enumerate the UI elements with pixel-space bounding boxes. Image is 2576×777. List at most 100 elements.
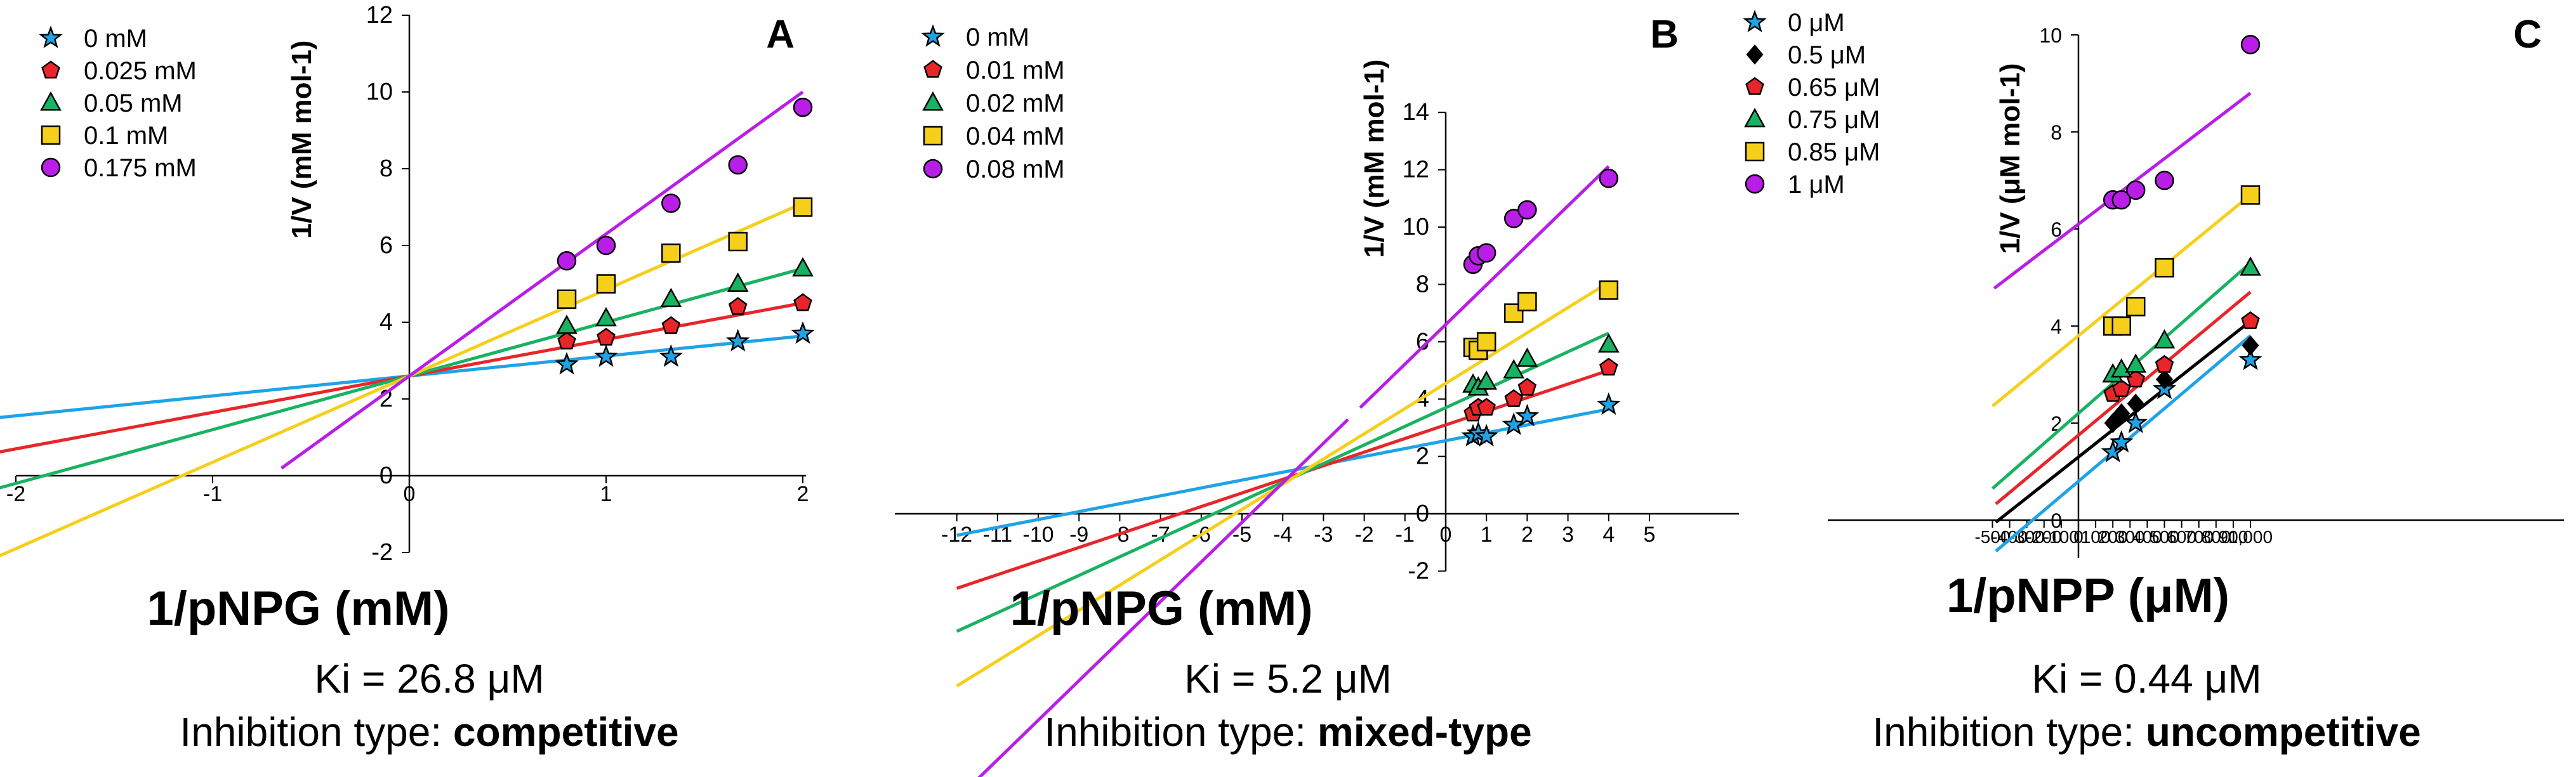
data-point-a-0 bbox=[594, 344, 618, 367]
x-tick-label: 0 bbox=[1440, 523, 1452, 547]
data-point-a-2 bbox=[792, 257, 814, 277]
y-tick-label: 4 bbox=[380, 309, 393, 336]
data-point-c-5 bbox=[2240, 35, 2261, 55]
panel-c-inhibition: Inhibition type: uncompetitive bbox=[1717, 705, 2576, 759]
x-tick-label: -200 bbox=[2026, 527, 2062, 547]
y-tick-label: 12 bbox=[1403, 157, 1429, 183]
x-tick-label: 5 bbox=[1644, 523, 1656, 547]
legend-marker-b-2 bbox=[922, 91, 944, 111]
legend-marker-c-0 bbox=[1743, 10, 1767, 32]
panel-label-b: B bbox=[1650, 13, 1679, 56]
data-point-c-0 bbox=[2238, 347, 2262, 370]
data-point-c-0 bbox=[2110, 429, 2134, 453]
data-point-a-1 bbox=[728, 297, 748, 315]
x-tick-label: -5 bbox=[1232, 523, 1252, 547]
panel-label-a: A bbox=[766, 13, 795, 56]
legend-label-a-0: 0 mM bbox=[84, 25, 147, 53]
data-point-b-4 bbox=[1599, 168, 1619, 188]
data-point-b-0 bbox=[1474, 424, 1498, 447]
y-tick-label: 8 bbox=[2051, 121, 2062, 144]
x-tick-label: -2 bbox=[1354, 523, 1373, 547]
y-tick-label: 10 bbox=[1403, 214, 1429, 240]
panel-b-inhibition-type: mixed-type bbox=[1317, 709, 1532, 755]
x-tick-label: 1 bbox=[1481, 523, 1493, 547]
legend-label-c-1: 0.5 μM bbox=[1788, 41, 1866, 69]
x-tick-label: 600 bbox=[2167, 527, 2196, 547]
legend-marker-a-4 bbox=[41, 157, 61, 178]
data-point-b-3 bbox=[1517, 292, 1537, 311]
data-point-c-1 bbox=[2127, 393, 2144, 414]
y-tick-label: 8 bbox=[1416, 271, 1429, 297]
data-point-a-1 bbox=[557, 331, 576, 349]
data-point-b-1 bbox=[1504, 389, 1523, 407]
x-tick-label: 200 bbox=[2098, 527, 2128, 547]
data-point-c-0 bbox=[2124, 410, 2148, 433]
x-axis-title-b: 1/pNPG (mM) bbox=[1010, 582, 1312, 636]
data-point-a-2 bbox=[727, 272, 749, 292]
panel-c-inhibition-type: uncompetitive bbox=[2145, 709, 2421, 755]
panel-c-ki: Ki = 0.44 μM bbox=[2031, 656, 2262, 702]
legend-marker-a-1 bbox=[41, 60, 60, 79]
panel-a-inhibition: Inhibition type: competitive bbox=[0, 705, 859, 759]
data-point-b-3 bbox=[1476, 332, 1496, 352]
data-point-b-1 bbox=[1599, 357, 1618, 376]
legend-label-b-3: 0.04 mM bbox=[966, 122, 1065, 150]
data-point-a-1 bbox=[597, 327, 616, 346]
fit-line-a-4 bbox=[281, 90, 804, 470]
panel-a-ki: Ki = 26.8 μM bbox=[314, 656, 545, 702]
fit-line-c-2 bbox=[1995, 291, 2252, 506]
y-tick-label: 2 bbox=[1416, 443, 1429, 470]
data-point-a-3 bbox=[661, 243, 681, 263]
data-point-a-3 bbox=[728, 232, 748, 252]
y-tick-label: -2 bbox=[1408, 558, 1429, 584]
data-point-b-2 bbox=[1476, 370, 1498, 390]
legend-marker-c-5 bbox=[1745, 174, 1765, 194]
legend-label-c-3: 0.75 μM bbox=[1788, 106, 1880, 134]
x-tick-label: 100 bbox=[2081, 527, 2111, 547]
data-point-a-1 bbox=[793, 293, 812, 311]
y-tick-label: 10 bbox=[2039, 24, 2062, 47]
data-point-b-2 bbox=[1503, 359, 1525, 379]
fit-line-a-3 bbox=[0, 202, 804, 558]
data-point-b-0 bbox=[1597, 392, 1621, 415]
legend-label-c-4: 0.85 μM bbox=[1788, 138, 1880, 166]
data-point-a-4 bbox=[728, 155, 748, 175]
data-point-c-4 bbox=[2111, 316, 2131, 336]
data-point-a-1 bbox=[661, 316, 681, 334]
data-point-a-4 bbox=[661, 193, 681, 213]
x-tick-label: 2 bbox=[797, 482, 809, 506]
x-tick-label: -1 bbox=[203, 482, 222, 506]
fit-line-b-0 bbox=[956, 407, 1609, 537]
legend-label-b-1: 0.01 mM bbox=[966, 56, 1065, 84]
legend-marker-a-3 bbox=[41, 125, 61, 145]
data-point-b-4 bbox=[1476, 243, 1496, 263]
data-point-a-4 bbox=[557, 251, 577, 271]
legend-label-c-5: 1 μM bbox=[1788, 171, 1845, 199]
data-point-c-4 bbox=[2125, 297, 2146, 317]
x-tick-label: 800 bbox=[2201, 527, 2231, 547]
data-point-c-1 bbox=[2104, 413, 2122, 433]
data-point-b-1 bbox=[1477, 398, 1496, 416]
data-point-a-2 bbox=[595, 306, 617, 327]
legend-label-a-2: 0.05 mM bbox=[84, 89, 183, 117]
y-tick-label: 8 bbox=[380, 155, 393, 182]
data-point-c-4 bbox=[2155, 258, 2174, 278]
panel-b-inhibition: Inhibition type: mixed-type bbox=[859, 705, 1717, 759]
data-point-a-4 bbox=[596, 235, 616, 256]
x-tick-label: 900 bbox=[2219, 527, 2249, 547]
fit-line-b-1 bbox=[956, 369, 1609, 590]
legend-marker-b-3 bbox=[923, 126, 943, 146]
x-tick-label: -10 bbox=[1022, 523, 1054, 547]
y-tick-label: -2 bbox=[371, 539, 393, 566]
y-tick-label: 0 bbox=[1416, 500, 1429, 527]
legend-marker-b-1 bbox=[923, 60, 942, 78]
y-tick-label: 6 bbox=[380, 232, 393, 259]
data-point-b-3 bbox=[1599, 280, 1619, 300]
legend-marker-c-4 bbox=[1745, 141, 1765, 162]
data-point-a-0 bbox=[659, 344, 684, 367]
data-point-c-2 bbox=[2155, 355, 2174, 373]
data-point-c-2 bbox=[2111, 379, 2131, 398]
data-point-c-1 bbox=[2113, 403, 2130, 424]
legend-label-a-3: 0.1 mM bbox=[84, 122, 168, 150]
